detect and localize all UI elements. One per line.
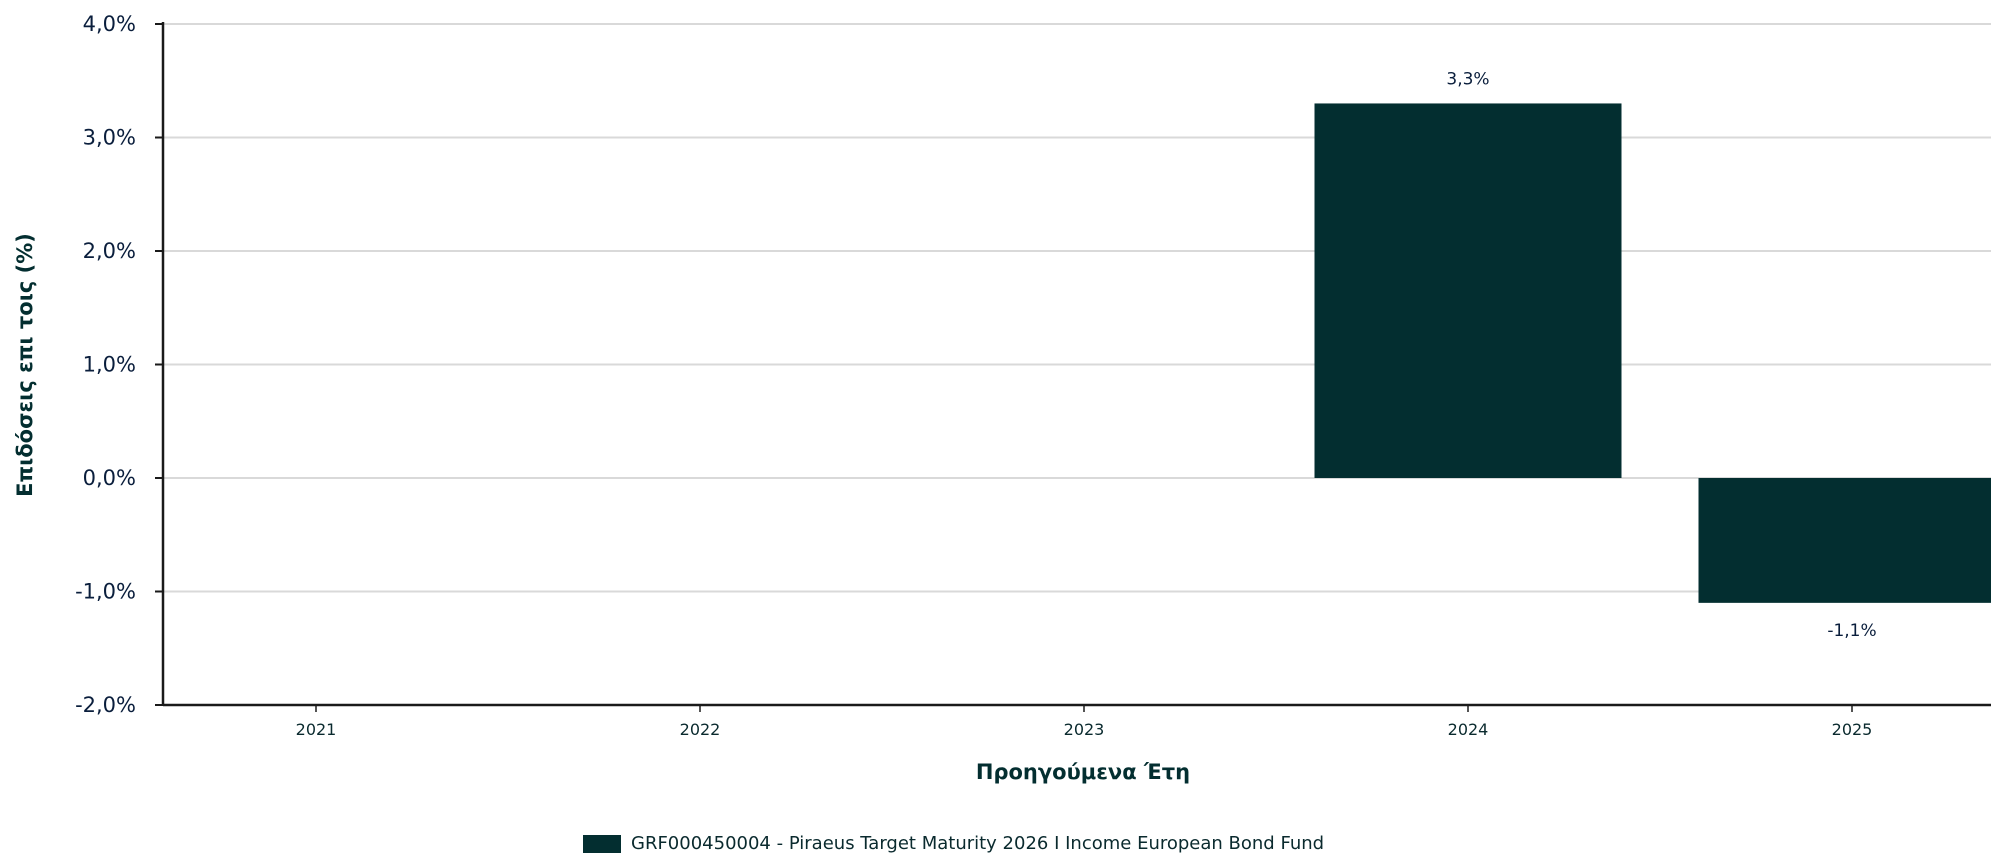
- x-tick-label: 2025: [1832, 720, 1873, 739]
- bars: [1314, 103, 1991, 603]
- data-label-2025: -1,1%: [1827, 621, 1876, 641]
- x-axis-title: Προηγούμενα Έτη: [976, 760, 1190, 784]
- legend-label: GRF000450004 - Piraeus Target Maturity 2…: [631, 833, 1325, 854]
- x-tick-label: 2024: [1448, 720, 1489, 739]
- data-label-2024: 3,3%: [1446, 69, 1489, 89]
- bar-2025: [1698, 478, 1991, 603]
- x-axis-ticks: 2021 2022 2023 2024 2025: [296, 705, 1873, 739]
- y-tick-label: 4,0%: [83, 12, 136, 36]
- y-tick-label: -1,0%: [75, 580, 136, 604]
- legend: GRF000450004 - Piraeus Target Maturity 2…: [583, 833, 1324, 854]
- y-tick-label: 3,0%: [83, 126, 136, 150]
- y-axis-ticks: 4,0% 3,0% 2,0% 1,0% 0,0% -1,0% -2,0%: [75, 12, 163, 717]
- y-tick-label: 1,0%: [83, 353, 136, 377]
- x-tick-label: 2022: [680, 720, 721, 739]
- y-tick-label: 0,0%: [83, 466, 136, 490]
- x-tick-label: 2023: [1064, 720, 1105, 739]
- y-axis-title: Επιδόσεις επι τοις (%): [13, 233, 37, 497]
- y-tick-label: -2,0%: [75, 693, 136, 717]
- x-tick-label: 2021: [296, 720, 337, 739]
- legend-swatch: [583, 834, 621, 853]
- data-labels: 3,3% -1,1%: [1446, 69, 1876, 640]
- bar-2024: [1314, 103, 1622, 478]
- y-tick-label: 2,0%: [83, 239, 136, 263]
